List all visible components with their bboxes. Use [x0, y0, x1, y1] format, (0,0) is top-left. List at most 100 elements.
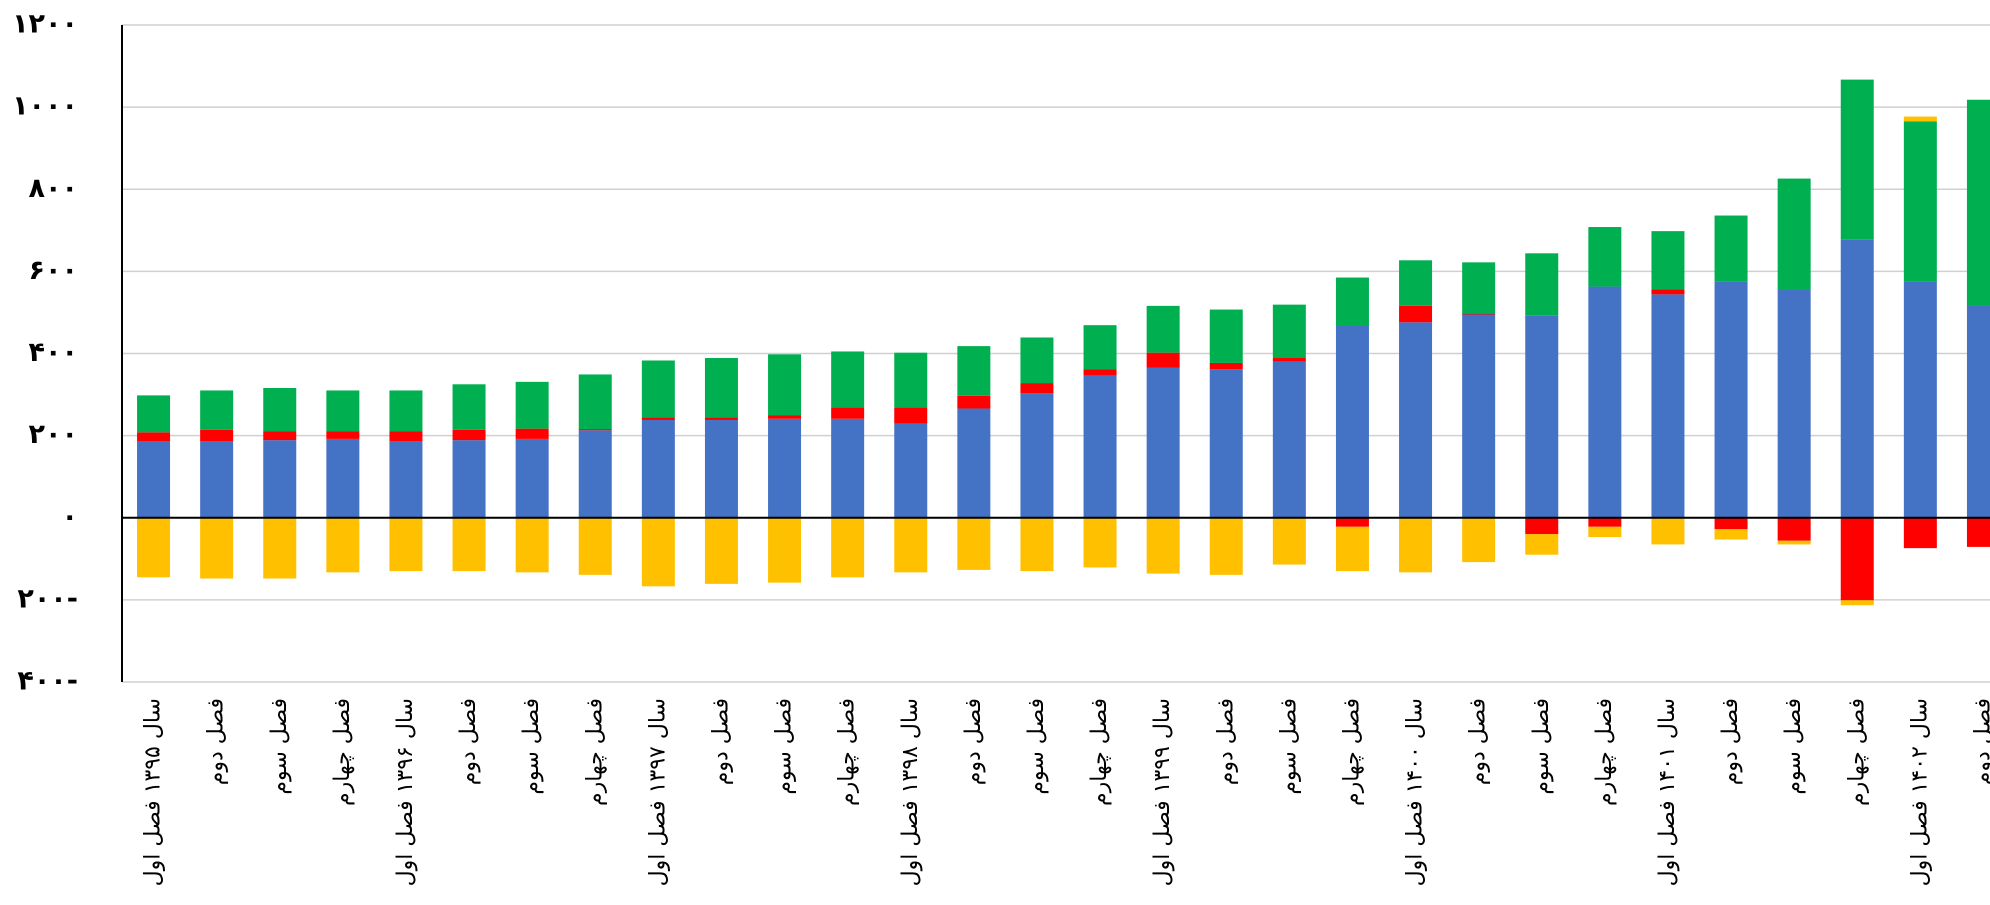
bar-segment — [894, 407, 928, 424]
bar-segment — [452, 517, 486, 572]
y-tick-label: ۲۰۰- — [17, 583, 78, 614]
bar-segment — [704, 358, 738, 418]
x-tick-label: فصل چهارم — [835, 698, 860, 806]
bar-segment — [578, 430, 612, 518]
y-tick-label: ۱۰۰۰ — [12, 91, 78, 122]
x-tick-label: فصل چهارم — [1844, 698, 1869, 806]
x-tick-label: سال ۱۴۰۰ فصل اول — [1403, 698, 1428, 886]
bar-segment — [1462, 313, 1496, 315]
bar-segment — [1146, 517, 1180, 574]
bar-segment — [515, 438, 549, 518]
x-tick-label: سال ۱۴۰۲ فصل اول — [1907, 698, 1932, 886]
x-tick-label: فصل سوم — [519, 698, 544, 795]
bar-segment — [1020, 337, 1054, 384]
bar-segment — [1651, 289, 1685, 295]
bar-segment — [1651, 294, 1685, 518]
bar-segment — [1966, 305, 1990, 518]
x-tick-label: سال ۱۳۹۹ فصل اول — [1150, 698, 1175, 886]
x-tick-label: فصل دوم — [708, 698, 733, 785]
bar-segment — [957, 395, 991, 409]
bar-segment — [641, 420, 675, 518]
bar-segment — [1083, 375, 1117, 518]
bar-segment — [200, 441, 234, 518]
bar-segment — [1462, 314, 1496, 518]
bar-segment — [1525, 315, 1559, 518]
x-tick-label: فصل دوم — [1213, 698, 1238, 785]
bar-segment — [1462, 517, 1496, 563]
bar-segment — [1272, 304, 1306, 359]
bar-segment — [1588, 227, 1622, 287]
x-tick-label: فصل چهارم — [1592, 698, 1617, 806]
bar-segment — [137, 395, 171, 433]
bar-segment — [1714, 281, 1748, 518]
bar-segment — [326, 517, 360, 573]
x-tick-label: فصل سوم — [267, 698, 292, 795]
bar-segment — [641, 517, 675, 587]
bar-segment — [1777, 517, 1811, 541]
bar-segment — [137, 517, 171, 578]
bar-segment — [389, 390, 423, 432]
bar-segment — [1840, 517, 1874, 601]
y-tick-label: ۲۰۰ — [29, 419, 78, 450]
bar-segment — [957, 346, 991, 396]
bar-segment — [1903, 116, 1937, 122]
x-tick-label: فصل سوم — [772, 698, 797, 795]
bar-segment — [1335, 517, 1369, 527]
y-tick-label: ۰ — [62, 501, 78, 532]
x-tick-label: فصل دوم — [1970, 698, 1990, 785]
bar-segment — [452, 440, 486, 518]
bar-segment — [515, 517, 549, 573]
bar-segment — [137, 432, 171, 442]
bar-segment — [1903, 121, 1937, 282]
bar-segment — [389, 517, 423, 572]
bar-segment — [1777, 178, 1811, 290]
bar-segment — [831, 517, 865, 578]
bar-segment — [957, 517, 991, 570]
bar-segment — [768, 418, 802, 518]
bar-segment — [1335, 325, 1369, 518]
bar-segment — [1146, 352, 1180, 368]
bar-segment — [1335, 277, 1369, 326]
bar-segment — [894, 352, 928, 408]
x-tick-label: سال ۱۳۹۷ فصل اول — [645, 698, 670, 886]
y-tick-label: ۴۰۰- — [17, 666, 78, 697]
bar-segment — [137, 441, 171, 518]
bar-segment — [894, 423, 928, 518]
bar-segment — [1146, 305, 1180, 353]
x-tick-label: فصل چهارم — [1087, 698, 1112, 806]
bar-segment — [389, 431, 423, 442]
bar-segment — [1966, 99, 1990, 306]
x-tick-label: فصل سوم — [1781, 698, 1806, 795]
x-tick-label: فصل دوم — [204, 698, 229, 785]
bar-segment — [515, 381, 549, 429]
bar-segment — [1588, 517, 1622, 527]
bar-segment — [1462, 262, 1496, 314]
x-tick-label: فصل چهارم — [330, 698, 355, 806]
bar-segment — [389, 441, 423, 518]
bar-segment — [1335, 526, 1369, 572]
bar-segment — [326, 438, 360, 518]
x-tick-label: فصل دوم — [1718, 698, 1743, 785]
bar-segment — [641, 417, 675, 421]
x-tick-label: فصل چهارم — [582, 698, 607, 806]
bar-segment — [1651, 517, 1685, 545]
bar-segment — [1651, 231, 1685, 290]
bar-segment — [831, 418, 865, 518]
bar-segment — [1083, 369, 1117, 376]
bar-segment — [1272, 358, 1306, 362]
bar-segment — [894, 517, 928, 573]
x-tick-label: سال ۱۳۹۶ فصل اول — [393, 698, 418, 886]
bar-segment — [1777, 540, 1811, 545]
bar-segment — [1399, 322, 1433, 518]
x-tick-label: فصل سوم — [1024, 698, 1049, 795]
bar-segment — [452, 384, 486, 430]
bar-segment — [1903, 281, 1937, 518]
bar-segment — [326, 431, 360, 439]
y-tick-label: ۸۰۰ — [29, 173, 78, 204]
bar-segment — [1525, 517, 1559, 535]
bar-segment — [1146, 367, 1180, 518]
bar-segment — [1020, 393, 1054, 518]
bar-segment — [641, 360, 675, 418]
x-tick-label: سال ۱۳۹۸ فصل اول — [898, 698, 923, 886]
